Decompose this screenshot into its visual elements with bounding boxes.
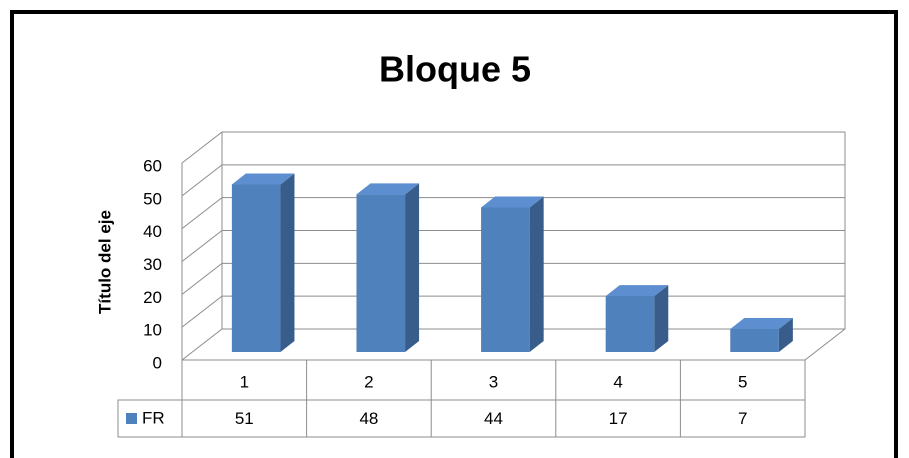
y-tick-label: 40	[143, 222, 162, 241]
bar-side	[280, 173, 295, 352]
bar-top	[730, 318, 793, 330]
bar-top	[481, 196, 544, 208]
y-tick-label: 60	[143, 156, 162, 175]
bar-side	[405, 183, 420, 352]
bar-top	[231, 173, 295, 185]
y-tick-label: 10	[143, 321, 162, 340]
y-tick-label: 0	[153, 353, 162, 372]
table-legend-cell	[117, 399, 182, 438]
bar	[231, 173, 295, 352]
y-axis-title: Título del eje	[95, 210, 114, 314]
bar-side	[778, 318, 793, 352]
bar-front	[605, 296, 655, 352]
table-value: 44	[484, 409, 503, 428]
bar	[730, 318, 793, 352]
bar-side	[654, 285, 669, 352]
bar-top	[605, 285, 669, 297]
legend-label: FR	[142, 408, 165, 427]
table-border	[181, 360, 806, 438]
y-tick-label: 50	[143, 189, 162, 208]
table-value: 7	[738, 409, 747, 428]
table-value: 17	[609, 409, 628, 428]
x-tick-label: 3	[489, 372, 498, 391]
x-tick-label: 1	[240, 372, 249, 391]
legend-swatch	[126, 413, 137, 424]
x-tick-label: 2	[364, 372, 373, 391]
table-value: 51	[235, 409, 254, 428]
bar	[605, 285, 669, 352]
bar-side	[529, 196, 544, 352]
y-tick-label: 20	[143, 288, 162, 307]
bar-front	[481, 207, 530, 352]
bar-top	[356, 183, 420, 195]
table-value: 48	[359, 409, 378, 428]
bar	[481, 196, 544, 352]
bar	[356, 183, 420, 352]
x-tick-label: 4	[613, 372, 622, 391]
bar-front	[356, 194, 406, 352]
bar-front	[231, 184, 281, 352]
bar-front	[730, 329, 779, 352]
x-tick-label: 5	[738, 372, 747, 391]
chart-title: Bloque 5	[379, 49, 531, 90]
y-tick-label: 30	[143, 255, 162, 274]
